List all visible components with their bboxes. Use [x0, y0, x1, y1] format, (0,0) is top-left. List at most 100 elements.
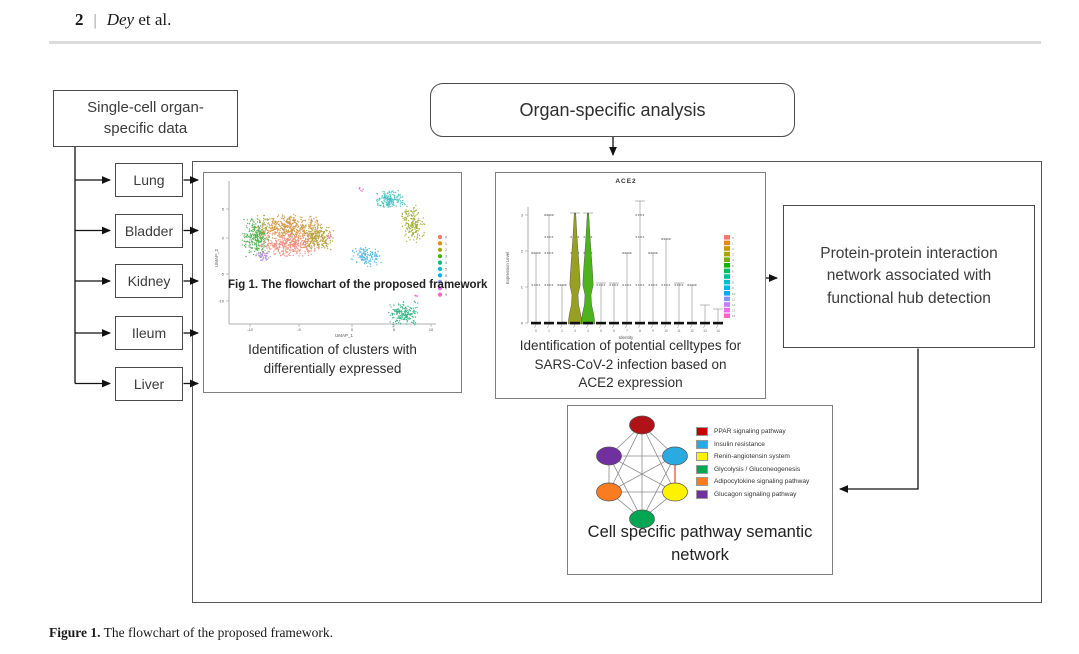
legend-row: Renin-angiotensin system [696, 452, 809, 462]
organ-label: Bladder [124, 222, 174, 239]
organ-box-lung: Lung [115, 163, 183, 197]
header-separator: | [93, 12, 97, 29]
figure-caption: Figure 1. The flowchart of the proposed … [49, 625, 333, 641]
pathway-node [629, 509, 655, 529]
legend-swatch [696, 452, 708, 462]
svg-text:2: 2 [561, 329, 563, 333]
legend-label: Glucagon signaling pathway [714, 490, 797, 498]
legend-swatch [696, 489, 708, 499]
svg-text:7: 7 [626, 329, 628, 333]
violin-caption: Identification of potential celltypes fo… [519, 338, 742, 391]
figure-caption-text: The flowchart of the proposed framework. [100, 625, 334, 640]
header-rule [49, 41, 1041, 44]
svg-text:9: 9 [445, 293, 447, 297]
umap-panel: 5 0 -5 -10 -10 -5 0 5 10 UMAP_1 UMAP_2 0 1 2 3 4 5 6 7 8 9 F… [203, 172, 487, 393]
network-caption: Cell specific pathway semantic network [587, 523, 813, 564]
svg-text:0: 0 [222, 236, 225, 241]
organ-specific-analysis-box: Organ-specific analysis [430, 83, 795, 137]
svg-text:8: 8 [639, 329, 641, 333]
svg-text:0: 0 [445, 235, 447, 239]
svg-text:6: 6 [732, 269, 734, 273]
pathway-node [596, 482, 622, 502]
legend-row: Adipocytokine signaling pathway [696, 477, 810, 487]
svg-text:10: 10 [732, 292, 736, 296]
page-header: 2 | Dey et al. [75, 10, 171, 30]
svg-text:8: 8 [732, 281, 734, 285]
svg-text:-5: -5 [220, 272, 224, 277]
embedded-fig-caption: Fig 1. The flowchart of the proposed fra… [228, 279, 488, 291]
organ-box-liver: Liver [115, 366, 183, 401]
organ-box-kidney: Kidney [115, 264, 183, 298]
svg-text:1: 1 [548, 329, 550, 333]
svg-text:6: 6 [613, 329, 615, 333]
page-number: 2 [75, 10, 84, 29]
pathway-node [662, 482, 688, 502]
svg-text:UMAP_1: UMAP_1 [335, 333, 354, 338]
legend-swatch [696, 464, 708, 474]
svg-text:4: 4 [587, 329, 589, 333]
legend-swatch [696, 439, 708, 449]
svg-text:3: 3 [445, 255, 447, 259]
organ-specific-analysis-label: Organ-specific analysis [519, 99, 706, 120]
pathway-network-graph [596, 415, 688, 529]
svg-text:4: 4 [445, 261, 447, 265]
svg-text:10: 10 [429, 327, 434, 332]
legend-swatch [696, 477, 708, 487]
svg-text:5: 5 [600, 329, 602, 333]
legend-row: Insulin resistance [696, 439, 809, 449]
pathway-node [629, 415, 655, 435]
pathway-network-panel: PPAR signaling pathway Insulin resistance… [567, 405, 833, 575]
pathway-node [596, 446, 622, 466]
svg-text:UMAP_2: UMAP_2 [214, 249, 219, 268]
pathway-node [662, 446, 688, 466]
svg-text:1: 1 [732, 241, 734, 245]
svg-text:13: 13 [732, 309, 736, 313]
legend-swatch [696, 427, 708, 436]
organ-box-ileum: Ileum [115, 316, 183, 350]
svg-text:-10: -10 [247, 327, 254, 332]
svg-text:0: 0 [732, 236, 734, 240]
svg-text:0: 0 [521, 321, 524, 326]
umap-caption: Identification of clusters with differen… [248, 342, 417, 377]
running-authors: Dey et al. [106, 10, 172, 29]
svg-text:9: 9 [652, 329, 654, 333]
svg-text:2: 2 [521, 249, 524, 254]
violin-panel: ACE2 3 2 1 0 Expression Level 0 1 2 3 4 5 6 7 8 9 10 11 12… [495, 172, 766, 399]
svg-text:6: 6 [445, 274, 447, 278]
pathway-legend: PPAR signaling pathway Insulin resistance… [696, 427, 809, 499]
svg-text:5: 5 [222, 207, 225, 212]
svg-text:10: 10 [664, 329, 668, 333]
svg-text:2: 2 [732, 247, 734, 251]
legend-row: Glycolysis / Gluconeogenesis [696, 464, 809, 474]
organ-label: Ileum [131, 325, 167, 341]
svg-text:14: 14 [732, 314, 736, 318]
svg-text:2: 2 [445, 248, 447, 252]
svg-text:11: 11 [677, 329, 681, 333]
svg-text:14: 14 [716, 329, 720, 333]
ppi-network-label: Protein-protein interaction network asso… [820, 244, 998, 307]
legend-label: PPAR signaling pathway [714, 428, 786, 435]
legend-label: Insulin resistance [714, 440, 765, 448]
umap-scatter-plot: 5 0 -5 -10 -10 -5 0 5 10 UMAP_1 UMAP_2 0 1 2 3 4 5 6 7 8 9 [214, 181, 447, 338]
svg-text:Expression Level: Expression Level [505, 252, 510, 284]
svg-text:0: 0 [351, 327, 354, 332]
legend-label: Renin-angiotensin system [714, 453, 790, 461]
svg-text:13: 13 [703, 329, 707, 333]
svg-text:-5: -5 [297, 327, 301, 332]
svg-text:-10: -10 [218, 299, 225, 304]
single-cell-data-box: Single-cell organ-specific data [53, 90, 238, 147]
figure-caption-label: Figure 1. [49, 625, 101, 640]
svg-text:7: 7 [445, 280, 447, 284]
organ-label: Lung [133, 172, 165, 188]
svg-text:5: 5 [732, 264, 734, 268]
organ-box-bladder: Bladder [115, 213, 183, 248]
svg-text:11: 11 [732, 297, 735, 301]
svg-text:1: 1 [445, 242, 447, 246]
svg-text:ACE2: ACE2 [615, 178, 636, 185]
svg-text:3: 3 [521, 213, 524, 218]
ppi-network-box: Protein-protein interaction network asso… [783, 205, 1035, 348]
legend-label: Adipocytokine signaling pathway [714, 478, 810, 486]
legend-label: Glycolysis / Gluconeogenesis [714, 465, 801, 473]
svg-text:Identity: Identity [619, 335, 634, 340]
